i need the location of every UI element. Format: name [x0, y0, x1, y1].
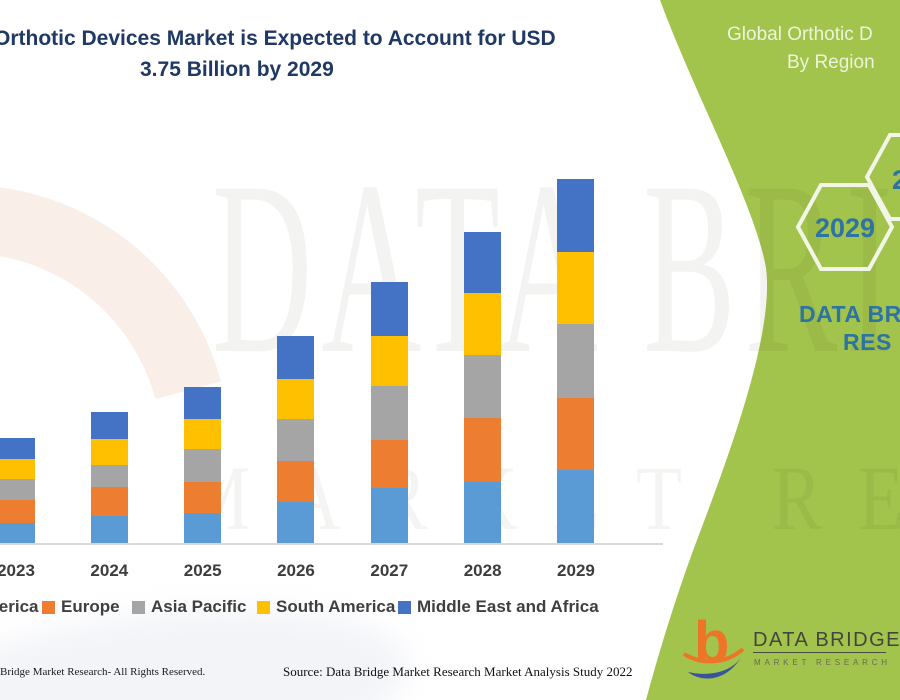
bar-segment — [277, 379, 315, 419]
bar-segment — [277, 460, 315, 503]
bar-segment — [557, 251, 595, 324]
page-title-line1: Orthotic Devices Market is Expected to A… — [0, 27, 556, 50]
bar-segment — [90, 412, 128, 440]
bar-segment — [184, 418, 222, 449]
bar-segment — [370, 487, 408, 543]
bar-segment — [90, 439, 128, 466]
bar-segment — [464, 354, 502, 418]
bar-segment — [557, 323, 595, 399]
legend-swatch — [42, 600, 55, 614]
bar-2027 — [370, 282, 408, 543]
footer-source: Source: Data Bridge Market Research Mark… — [283, 664, 633, 679]
bar-segment — [277, 418, 315, 461]
bar-2029 — [557, 179, 595, 543]
bar-segment — [370, 335, 408, 386]
logo-orange-swoosh — [682, 647, 745, 664]
logo-underline — [753, 652, 886, 653]
watermark-text-line1: DATA BRIDGE — [212, 130, 900, 405]
legend-label: Europe — [61, 597, 120, 616]
logo-name-text: DATA BRIDGE — [753, 629, 900, 651]
logo-blue-crescent — [688, 654, 743, 679]
bar-2028 — [464, 231, 502, 543]
bar-segment — [370, 385, 408, 441]
bar-segment — [0, 500, 35, 523]
bar-segment — [464, 481, 502, 543]
bar-2025 — [184, 386, 222, 543]
legend-item: Middle East and Africa — [398, 597, 599, 617]
bar-segment — [90, 486, 128, 516]
legend-item: Asia Pacific — [132, 597, 246, 617]
bar-segment — [184, 481, 222, 513]
legend-item: Europe — [42, 597, 120, 617]
bar-segment — [0, 479, 35, 501]
bar-segment — [464, 417, 502, 482]
panel-heading-line1: Global Orthotic D — [727, 24, 873, 45]
data-bridge-logo-icon: b — [682, 610, 745, 679]
legend-label: Asia Pacific — [151, 597, 247, 616]
x-axis-label: 2029 — [557, 561, 595, 580]
footer-copyright: Bridge Market Research- All Rights Reser… — [0, 666, 206, 678]
legend-label: South America — [276, 597, 396, 616]
panel-brand-line2: RES — [843, 329, 892, 355]
bar-2023 — [0, 438, 35, 543]
bar-2026 — [277, 336, 315, 543]
bar-segment — [0, 522, 35, 543]
bar-segment — [90, 465, 128, 487]
bar-segment — [557, 398, 595, 471]
legend-item: South America — [257, 597, 395, 617]
legend-swatch — [398, 600, 411, 614]
legend-item: North America — [0, 597, 39, 617]
bar-segment — [464, 231, 502, 293]
bar-segment — [184, 386, 222, 419]
x-axis-label: 2023 — [0, 561, 35, 580]
legend-swatch — [257, 600, 270, 614]
logo-b-glyph: b — [694, 610, 729, 675]
bar-segment — [277, 502, 315, 543]
bar-segment — [557, 470, 595, 543]
x-axis-line — [0, 543, 663, 545]
page-title-line2: 3.75 Billion by 2029 — [140, 58, 334, 81]
x-axis-label: 2026 — [277, 561, 315, 580]
bar-segment — [90, 515, 128, 543]
x-axis-label: 2027 — [370, 561, 409, 580]
x-axis-label: 2024 — [90, 561, 129, 580]
bar-segment — [0, 438, 35, 459]
bar-segment — [557, 179, 595, 252]
x-axis-label: 2028 — [463, 561, 502, 580]
bar-segment — [370, 440, 408, 488]
legend-label: North America — [0, 597, 39, 616]
bar-segment — [464, 292, 502, 355]
bar-segment — [184, 512, 222, 543]
legend-swatch — [132, 600, 145, 614]
bar-2024 — [90, 412, 128, 543]
logo-tagline-text: MARKET RESEARCH — [754, 658, 891, 667]
bar-segment — [277, 336, 315, 380]
bar-segment — [370, 282, 408, 336]
bar-segment — [184, 448, 222, 482]
panel-brand-line1: DATA BRI — [799, 301, 900, 327]
panel-heading-line2: By Region — [787, 52, 875, 73]
x-axis-label: 2025 — [183, 561, 222, 580]
bar-segment — [0, 458, 35, 480]
legend-label: Middle East and Africa — [417, 597, 599, 616]
